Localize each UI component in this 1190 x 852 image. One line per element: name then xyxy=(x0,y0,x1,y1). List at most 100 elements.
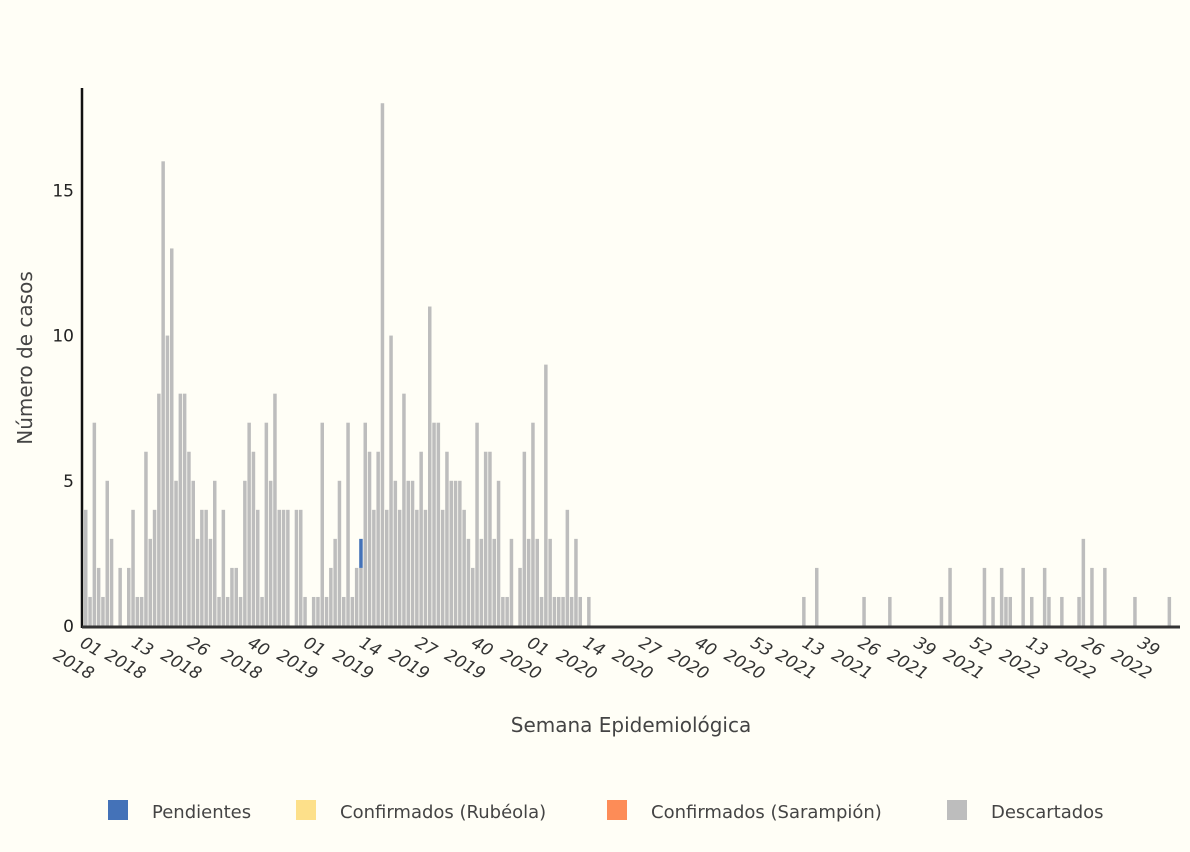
bar-descartados-w30[interactable] xyxy=(213,480,217,626)
bar-descartados-w90[interactable] xyxy=(471,567,475,626)
bar-descartados-w106[interactable] xyxy=(539,596,544,626)
bar-descartados-w108[interactable] xyxy=(548,538,552,626)
bar-descartados-w32[interactable] xyxy=(221,509,226,626)
bar-descartados-w231[interactable] xyxy=(1077,596,1081,626)
bar-descartados-w26[interactable] xyxy=(195,538,200,626)
bar-descartados-w213[interactable] xyxy=(999,567,1004,626)
bar-descartados-w43[interactable] xyxy=(268,480,273,626)
bar-descartados-w66[interactable] xyxy=(367,451,372,626)
bar-descartados-w214[interactable] xyxy=(1004,596,1008,626)
bar-descartados-w74[interactable] xyxy=(402,393,406,626)
bar-descartados-w20[interactable] xyxy=(170,248,174,626)
bar-pendientes-w64[interactable] xyxy=(359,538,363,568)
bar-descartados-w63[interactable] xyxy=(354,567,359,626)
bar-descartados-w34[interactable] xyxy=(230,567,234,626)
bar-descartados-w201[interactable] xyxy=(948,567,952,626)
bar-descartados-w50[interactable] xyxy=(299,509,303,626)
bar-descartados-w5[interactable] xyxy=(105,480,110,626)
bar-descartados-w35[interactable] xyxy=(234,567,239,626)
bar-descartados-w232[interactable] xyxy=(1081,538,1086,626)
bar-descartados-w85[interactable] xyxy=(449,480,454,626)
bar-descartados-w57[interactable] xyxy=(329,567,333,626)
bar-descartados-w27[interactable] xyxy=(200,509,204,626)
bar-descartados-w83[interactable] xyxy=(440,509,445,626)
bar-descartados-w60[interactable] xyxy=(342,596,346,626)
bar-descartados-w98[interactable] xyxy=(505,596,509,626)
bar-descartados-w92[interactable] xyxy=(479,538,484,626)
legend-item-descartados[interactable]: Descartados xyxy=(947,800,1104,823)
bar-descartados-w23[interactable] xyxy=(182,393,187,626)
bar-descartados-w89[interactable] xyxy=(466,538,471,626)
bar-descartados-w45[interactable] xyxy=(277,509,282,626)
legend-item-confirmados-sarampion[interactable]: Confirmados (Sarampión) xyxy=(607,800,882,823)
bar-descartados-w58[interactable] xyxy=(333,538,337,626)
bar-descartados-w40[interactable] xyxy=(256,509,260,626)
bar-descartados-w41[interactable] xyxy=(260,596,264,626)
bar-descartados-w209[interactable] xyxy=(982,567,987,626)
bar-descartados-w91[interactable] xyxy=(475,422,479,626)
bar-descartados-w99[interactable] xyxy=(509,538,514,626)
bar-descartados-w61[interactable] xyxy=(346,422,350,626)
bar-descartados-w95[interactable] xyxy=(492,538,497,626)
bar-descartados-w115[interactable] xyxy=(578,596,583,626)
bar-descartados-w215[interactable] xyxy=(1008,596,1013,626)
bar-descartados-w81[interactable] xyxy=(432,422,436,626)
bar-descartados-w1[interactable] xyxy=(88,596,92,626)
bar-descartados-w46[interactable] xyxy=(281,509,286,626)
bar-descartados-w105[interactable] xyxy=(535,538,540,626)
bar-descartados-w113[interactable] xyxy=(569,596,574,626)
bar-descartados-w4[interactable] xyxy=(101,596,105,626)
bar-descartados-w82[interactable] xyxy=(436,422,441,626)
bar-descartados-w36[interactable] xyxy=(238,596,243,626)
bar-descartados-w109[interactable] xyxy=(552,596,557,626)
bar-descartados-w167[interactable] xyxy=(802,596,806,626)
bar-descartados-w211[interactable] xyxy=(991,596,995,626)
bar-descartados-w29[interactable] xyxy=(208,538,213,626)
bar-descartados-w79[interactable] xyxy=(423,509,428,626)
bar-descartados-w51[interactable] xyxy=(303,596,307,626)
bar-descartados-w38[interactable] xyxy=(247,422,251,626)
bar-descartados-w0[interactable] xyxy=(84,509,88,626)
bar-descartados-w39[interactable] xyxy=(251,451,256,626)
bar-descartados-w10[interactable] xyxy=(127,567,131,626)
bar-descartados-w94[interactable] xyxy=(488,451,492,626)
bar-descartados-w53[interactable] xyxy=(311,596,316,626)
bar-descartados-w110[interactable] xyxy=(557,596,561,626)
bar-descartados-w218[interactable] xyxy=(1021,567,1025,626)
bar-descartados-w107[interactable] xyxy=(544,364,548,626)
bar-descartados-w69[interactable] xyxy=(380,103,385,627)
bar-descartados-w103[interactable] xyxy=(526,538,531,626)
bar-descartados-w199[interactable] xyxy=(939,596,944,626)
bar-descartados-w227[interactable] xyxy=(1060,596,1064,626)
bar-descartados-w170[interactable] xyxy=(815,567,819,626)
bar-descartados-w65[interactable] xyxy=(363,422,368,626)
bar-descartados-w8[interactable] xyxy=(118,567,122,626)
bar-descartados-w72[interactable] xyxy=(393,480,398,626)
bar-descartados-w49[interactable] xyxy=(294,509,299,626)
bar-descartados-w55[interactable] xyxy=(320,422,325,626)
bar-descartados-w93[interactable] xyxy=(483,451,488,626)
legend-item-confirmados-rubeola[interactable]: Confirmados (Rubéola) xyxy=(296,800,546,823)
bar-descartados-w234[interactable] xyxy=(1090,567,1094,626)
bar-descartados-w84[interactable] xyxy=(445,451,449,626)
bar-descartados-w6[interactable] xyxy=(109,538,114,626)
bar-descartados-w224[interactable] xyxy=(1047,596,1051,626)
bar-descartados-w56[interactable] xyxy=(324,596,329,626)
bar-descartados-w223[interactable] xyxy=(1042,567,1047,626)
bar-descartados-w112[interactable] xyxy=(565,509,570,626)
bar-descartados-w75[interactable] xyxy=(406,480,411,626)
bar-descartados-w77[interactable] xyxy=(415,509,419,626)
bar-descartados-w18[interactable] xyxy=(161,161,165,626)
bar-descartados-w14[interactable] xyxy=(144,451,148,626)
bar-descartados-w88[interactable] xyxy=(462,509,466,626)
bar-descartados-w87[interactable] xyxy=(458,480,462,626)
bar-descartados-w237[interactable] xyxy=(1103,567,1107,626)
bar-descartados-w104[interactable] xyxy=(531,422,535,626)
bar-descartados-w96[interactable] xyxy=(496,480,501,626)
bar-descartados-w19[interactable] xyxy=(165,335,170,626)
bar-descartados-w244[interactable] xyxy=(1133,596,1137,626)
bar-descartados-w3[interactable] xyxy=(96,567,101,626)
bar-descartados-w220[interactable] xyxy=(1030,596,1034,626)
bar-descartados-w24[interactable] xyxy=(187,451,191,626)
bar-descartados-w13[interactable] xyxy=(139,596,144,626)
